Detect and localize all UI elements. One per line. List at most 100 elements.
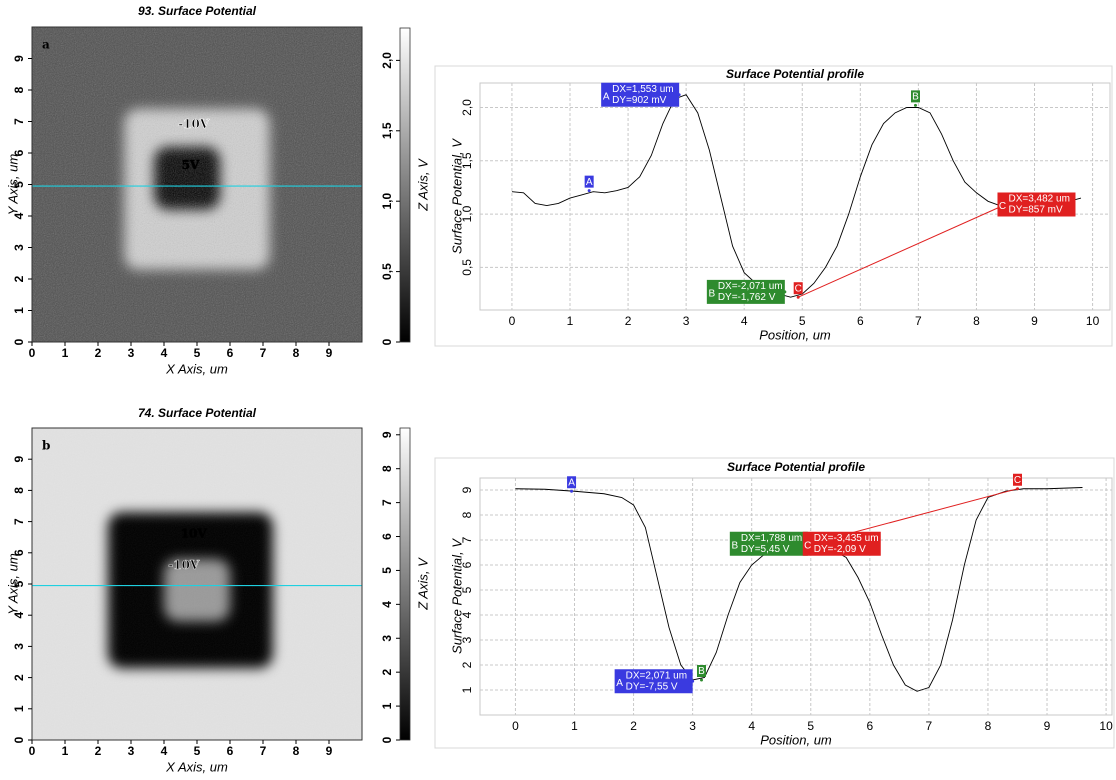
cursor-letter: B <box>912 92 919 103</box>
x-tick-label: 5 <box>194 744 201 758</box>
y-tick-label: 3 <box>12 643 26 650</box>
x-tick-label: 6 <box>857 314 864 328</box>
y-tick-label: 6 <box>460 561 474 568</box>
x-tick-label: 9 <box>1044 719 1051 733</box>
y-tick-label: 7 <box>460 536 474 543</box>
x-tick-label: 0 <box>29 346 36 360</box>
colorbar-tick-label: 7 <box>380 499 394 506</box>
x-tick-label: 0 <box>512 719 519 733</box>
y-tick-label: 7 <box>12 518 26 525</box>
x-tick-label: 6 <box>227 744 234 758</box>
x-tick-label: 3 <box>128 346 135 360</box>
cursor-point <box>699 678 703 682</box>
x-tick-label: 6 <box>227 346 234 360</box>
y-tick-label: 6 <box>12 149 26 156</box>
x-tick-label: 5 <box>799 314 806 328</box>
image <box>32 428 362 740</box>
cursor-tag <box>793 282 803 295</box>
x-tick-label: 10 <box>1086 314 1100 328</box>
x-axis-title: Position, um <box>759 327 831 342</box>
cursor-box <box>706 279 785 304</box>
image-noise <box>32 27 362 342</box>
y-axis-title: Surface Potential, V <box>449 538 464 654</box>
y-tick-label: 2 <box>460 661 474 668</box>
colorbar-tick-label: 6 <box>380 533 394 540</box>
profile-line <box>511 94 1082 298</box>
image-annotation: 10V <box>181 527 208 541</box>
x-tick-label: 5 <box>807 719 814 733</box>
x-tick-label: 8 <box>985 719 992 733</box>
x-tick-label: 2 <box>630 719 637 733</box>
y-tick-label: 8 <box>12 487 26 494</box>
y-tick-label: 0,5 <box>460 259 474 276</box>
x-tick-label: 7 <box>926 719 933 733</box>
colorbar-tick-label: 0 <box>380 338 394 345</box>
cursor-box <box>729 531 808 556</box>
x-tick-label: 2 <box>625 314 632 328</box>
x-tick-label: 8 <box>293 346 300 360</box>
colorbar-tick-label: 1,0 <box>380 193 394 210</box>
image <box>32 27 362 342</box>
panel-letter: b <box>42 439 50 453</box>
x-axis-title: Position, um <box>760 732 832 747</box>
y-tick-label: 8 <box>460 511 474 518</box>
y-tick-label: 4 <box>12 612 26 619</box>
colorbar-tick-label: 8 <box>380 465 394 472</box>
cursor-box <box>802 531 881 556</box>
cursor-note: DX=2,071 um <box>626 670 687 681</box>
y-tick-label: 1,5 <box>460 152 474 169</box>
y-tick-label: 7 <box>12 118 26 125</box>
y-tick-label: 1 <box>12 307 26 314</box>
x-tick-label: 1 <box>571 719 578 733</box>
colorbar-tick-label: 2 <box>380 669 394 676</box>
cursor-tag <box>584 175 594 188</box>
cursor-note: DX=-3,435 um <box>814 533 879 544</box>
x-tick-label: 9 <box>1031 314 1038 328</box>
y-tick-label: 2,0 <box>460 99 474 116</box>
x-tick-label: 2 <box>95 346 102 360</box>
cursor-note: DY=902 mV <box>612 95 667 106</box>
chart-title: Surface Potential profile <box>726 67 864 81</box>
y-tick-label: 3 <box>12 244 26 251</box>
x-axis-title: X Axis, um <box>165 361 228 376</box>
image-title: 93. Surface Potential <box>138 4 257 18</box>
plot-area <box>479 477 1113 716</box>
x-tick-label: 9 <box>326 744 333 758</box>
cursor-letter: A <box>586 177 593 188</box>
image-noise <box>32 428 362 740</box>
x-tick-label: 9 <box>326 346 333 360</box>
colorbar-tick-label: 1 <box>380 702 394 709</box>
cursor-letter: A <box>568 477 575 488</box>
cursor-tag <box>910 90 920 103</box>
x-tick-label: 1 <box>62 744 69 758</box>
x-axis-title: X Axis, um <box>165 759 228 774</box>
image-annotation: 5V <box>182 158 200 172</box>
cursor-note: DY=-7,55 V <box>626 681 678 692</box>
x-tick-label: 1 <box>567 314 574 328</box>
y-tick-label: 0 <box>12 736 26 743</box>
y-tick-label: 2 <box>12 275 26 282</box>
x-tick-label: 5 <box>194 346 201 360</box>
y-tick-label: 5 <box>12 580 26 587</box>
y-tick-label: 8 <box>12 86 26 93</box>
cursor-letter: C <box>999 201 1006 212</box>
cursor-connector <box>797 204 1006 298</box>
y-axis-title: Y Axis, um <box>5 154 20 216</box>
y-tick-label: 9 <box>12 55 26 62</box>
y-tick-label: 1,0 <box>460 205 474 222</box>
y-tick-label: 1 <box>460 686 474 693</box>
cursor-note: DX=-2,071 um <box>718 281 783 292</box>
colorbar-tick-label: 3 <box>380 635 394 642</box>
cursor-note: DY=857 mV <box>1008 205 1063 216</box>
cursor-box <box>614 669 693 694</box>
colorbar <box>399 27 411 343</box>
colorbar-tick-label: 1,5 <box>380 122 394 139</box>
y-tick-label: 1 <box>12 705 26 712</box>
y-tick-label: 5 <box>12 181 26 188</box>
x-tick-label: 4 <box>741 314 748 328</box>
image-annotation: -10V <box>168 558 200 572</box>
cursor-note: DX=3,482 um <box>1008 194 1069 205</box>
y-tick-label: 6 <box>12 549 26 556</box>
y-axis-title: Surface Potential, V <box>449 138 464 254</box>
